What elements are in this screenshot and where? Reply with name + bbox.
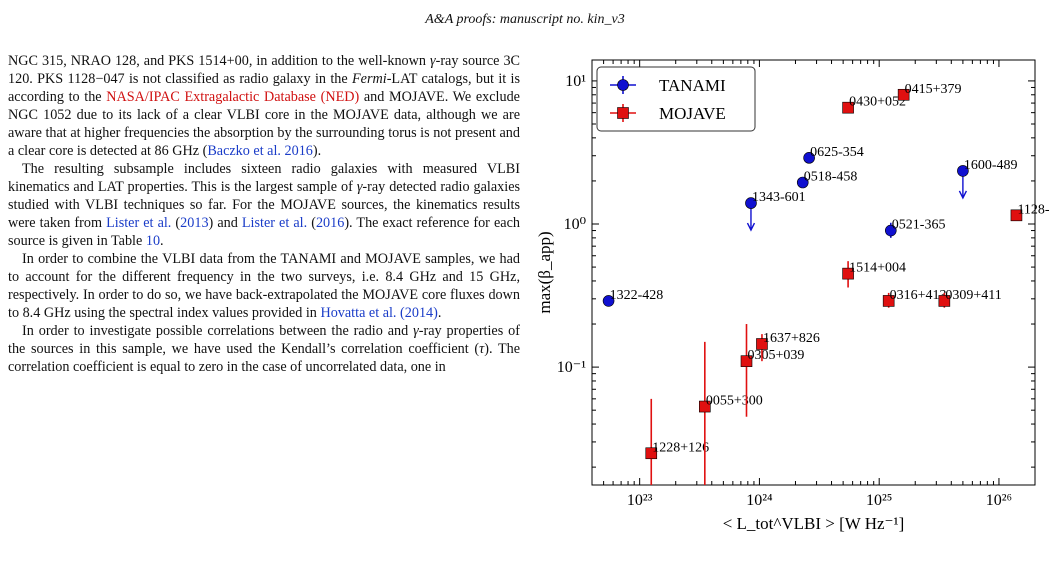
upper-limit-arrowhead [958, 190, 968, 200]
text-run[interactable]: NASA/IPAC Extragalactic Database (NED) [106, 89, 360, 105]
data-point-mojave [938, 295, 951, 307]
text-run[interactable]: Lister et al. [106, 215, 172, 231]
text-run: ). [312, 143, 322, 159]
data-point-mojave [740, 355, 753, 367]
data-label: 0430+052 [849, 95, 906, 110]
x-axis-label: < L_tot^VLBI > [W Hz⁻¹] [723, 514, 905, 533]
text-run: Fermi [352, 71, 387, 87]
legend-marker-square [617, 107, 629, 119]
legend-marker-circle [617, 79, 629, 91]
plot-area: 10²³ 10²⁴ 10²⁵ 10²⁶ 10⁻¹ 10⁰ 10¹ < L_tot^VLBI >… [535, 59, 1036, 533]
data-label: 0305+039 [747, 348, 804, 363]
data-label: 0415+379 [905, 82, 962, 97]
chart-marks: 1322-428 1343-601 0518-458 0625-354 0521-365… [602, 82, 1050, 485]
y-axis-label: max(β_app) [535, 231, 554, 313]
data-point-mojave [842, 101, 854, 114]
scatter-plot-figure: 10²³ 10²⁴ 10²⁵ 10²⁶ 10⁻¹ 10⁰ 10¹ < L_tot^VLBI >… [535, 59, 1050, 533]
text-run[interactable]: Baczko et al. 2016 [207, 143, 313, 159]
data-point-tanami [957, 165, 969, 177]
data-point-mojave [645, 447, 658, 460]
x-tick-label: 10²³ [627, 492, 653, 509]
text-run[interactable]: Lister et al. [241, 215, 308, 231]
data-label: 0055+300 [706, 394, 763, 409]
data-point-mojave [897, 88, 910, 101]
data-label: 1228+126 [652, 440, 709, 455]
data-point-mojave [1010, 209, 1023, 222]
legend-label: MOJAVE [659, 104, 726, 123]
paragraph-1: NGC 315, NRAO 128, and PKS 1514+00, in a… [8, 52, 520, 160]
text-run: . [160, 233, 164, 249]
text-run[interactable]: 2013 [180, 215, 209, 231]
paragraph-3: In order to combine the VLBI data from t… [8, 250, 520, 322]
data-point-tanami [884, 224, 897, 237]
x-tick-label: 10²⁴ [746, 492, 773, 509]
axes-frame [591, 59, 1036, 486]
data-point-mojave [699, 400, 711, 413]
text-run: The resulting subsample includes sixteen… [8, 161, 520, 195]
text-run[interactable]: Hovatta et al. (2014) [320, 305, 438, 321]
legend-box [596, 66, 756, 132]
data-label: 1600-489 [964, 158, 1018, 173]
data-label: 1514+004 [849, 261, 906, 276]
text-run: ) and [208, 215, 242, 231]
paragraph-2: The resulting subsample includes sixteen… [8, 160, 520, 250]
data-point-mojave [842, 267, 854, 280]
legend: TANAMI MOJAVE [596, 66, 756, 132]
text-run: ). The correlation coefficient is equal … [8, 341, 521, 375]
text-run: . [437, 305, 442, 321]
data-point-mojave [756, 338, 768, 350]
running-header: A&A proofs: manuscript no. kin_v3 [425, 12, 625, 27]
data-label: 0316+413 [890, 288, 947, 303]
data-label: 1637+826 [763, 331, 820, 346]
paragraph-4: In order to investigate possible correla… [8, 322, 520, 376]
data-label: 1322-428 [610, 288, 664, 303]
text-run: ). The exact reference for each source i… [8, 215, 520, 249]
text-run: γ [430, 53, 436, 69]
text-run: In order to combine the VLBI data from t… [8, 251, 520, 321]
data-point-tanami [796, 176, 809, 189]
text-run[interactable]: 2016 [315, 215, 345, 231]
text-run: γ [356, 179, 363, 195]
data-point-mojave [882, 295, 895, 307]
data-label: 0625-354 [810, 145, 864, 160]
text-run: -ray detected radio galaxies studied wit… [8, 179, 521, 231]
upper-limit-arrowhead [746, 222, 756, 232]
text-run: NGC 315, NRAO 128, and PKS 1514+00, in a… [8, 53, 430, 69]
text-run: ( [171, 215, 181, 231]
data-point-tanami [803, 152, 815, 164]
x-tick-label: 10²⁶ [986, 492, 1012, 509]
data-label: 0518-458 [804, 170, 858, 185]
text-run: γ [413, 323, 419, 339]
text-run[interactable]: 10 [145, 233, 161, 249]
text-run: and MOJAVE. We exclude NGC 1052 due to i… [8, 89, 520, 159]
body-text-column: NGC 315, NRAO 128, and PKS 1514+00, in a… [8, 52, 520, 376]
text-run: -ray source 3C 120. PKS 1128−047 is not … [8, 53, 520, 87]
data-label: 0309+411 [945, 288, 1001, 303]
data-label: 1343-601 [752, 190, 806, 205]
data-label: 1128-047 [1017, 202, 1050, 217]
y-tick-label: 10⁰ [564, 216, 586, 233]
text-run: τ [479, 341, 485, 357]
data-point-tanami [745, 197, 757, 209]
data-label: 0521-365 [892, 218, 946, 233]
x-tick-label: 10²⁵ [866, 492, 892, 509]
y-tick-label: 10¹ [565, 73, 586, 90]
y-tick-label: 10⁻¹ [557, 359, 586, 376]
text-run: -ray properties of the sources in this s… [8, 323, 520, 357]
data-point-tanami [602, 295, 615, 307]
legend-label: TANAMI [659, 76, 726, 95]
text-run: ( [307, 215, 316, 231]
text-run: In order to investigate possible correla… [22, 323, 414, 339]
text-run: -LAT catalogs, but it is according to th… [8, 71, 521, 105]
